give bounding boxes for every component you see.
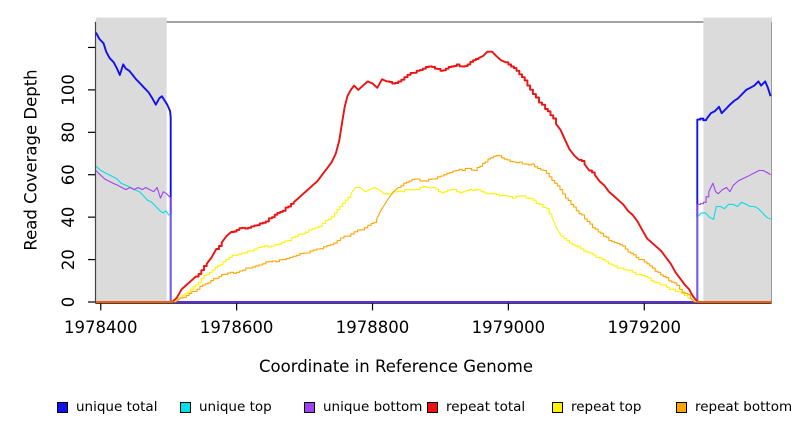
x-tick-label: 1979200 [608, 318, 682, 337]
masked-region [96, 17, 167, 304]
x-tick-label: 1978400 [64, 318, 138, 337]
coverage-plot-canvas: 1978400 1978600 1978800 1979000 1979200 0 20 40… [59, 17, 772, 337]
legend-label: repeat top [571, 399, 642, 415]
y-tick-label: 40 [59, 207, 78, 228]
repeat-total-swatch-icon [427, 401, 438, 413]
legend-item-repeat-top: repeat top [552, 398, 641, 416]
legend-label: unique bottom [323, 399, 423, 415]
series-repeat-bottom [96, 155, 772, 303]
y-tick-label: 100 [59, 74, 78, 106]
y-axis-title: Read Coverage Depth [21, 69, 41, 251]
legend-item-unique-total: unique total [57, 398, 157, 416]
masked-region [703, 17, 772, 304]
x-tick-label: 1979000 [472, 318, 546, 337]
x-tick-label: 1978800 [336, 318, 410, 337]
series-repeat-total [96, 50, 772, 303]
series-unique-top [95, 165, 771, 303]
legend-item-repeat-bottom: repeat bottom [676, 398, 792, 416]
plot-legend: unique total unique top unique bottom re… [0, 398, 792, 418]
legend-label: repeat total [446, 399, 526, 415]
series-repeat-top [96, 186, 772, 303]
legend-label: unique total [76, 399, 158, 415]
unique-top-swatch-icon [180, 401, 191, 413]
unique-total-swatch-icon [57, 401, 68, 413]
legend-item-repeat-total: repeat total [427, 398, 525, 416]
repeat-bottom-swatch-icon [676, 401, 687, 413]
y-tick-label: 20 [59, 249, 78, 270]
series-unique-bottom [95, 169, 771, 303]
y-tick-label: 0 [59, 297, 78, 308]
unique-bottom-swatch-icon [304, 401, 315, 413]
legend-item-unique-top: unique top [180, 398, 272, 416]
y-tick-label: 60 [59, 164, 78, 185]
x-axis-title: Coordinate in Reference Genome [258, 357, 534, 376]
y-tick-label: 80 [59, 122, 78, 143]
legend-label: repeat bottom [695, 399, 792, 415]
x-tick-label: 1978600 [200, 318, 274, 337]
legend-item-unique-bottom: unique bottom [304, 398, 422, 416]
legend-label: unique top [199, 399, 272, 415]
repeat-top-swatch-icon [552, 401, 563, 413]
